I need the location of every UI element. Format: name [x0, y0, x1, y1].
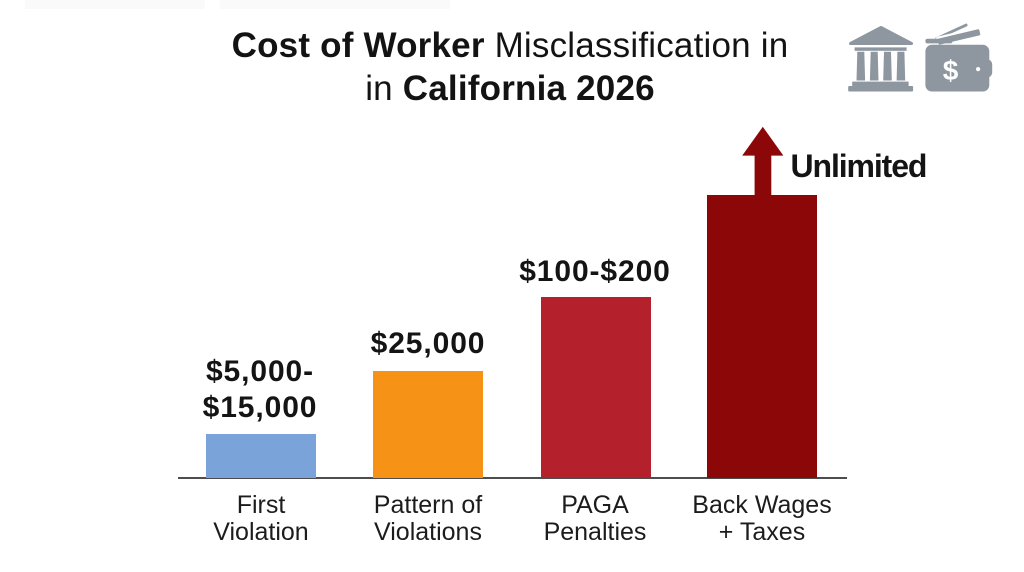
- svg-text:$: $: [943, 55, 959, 86]
